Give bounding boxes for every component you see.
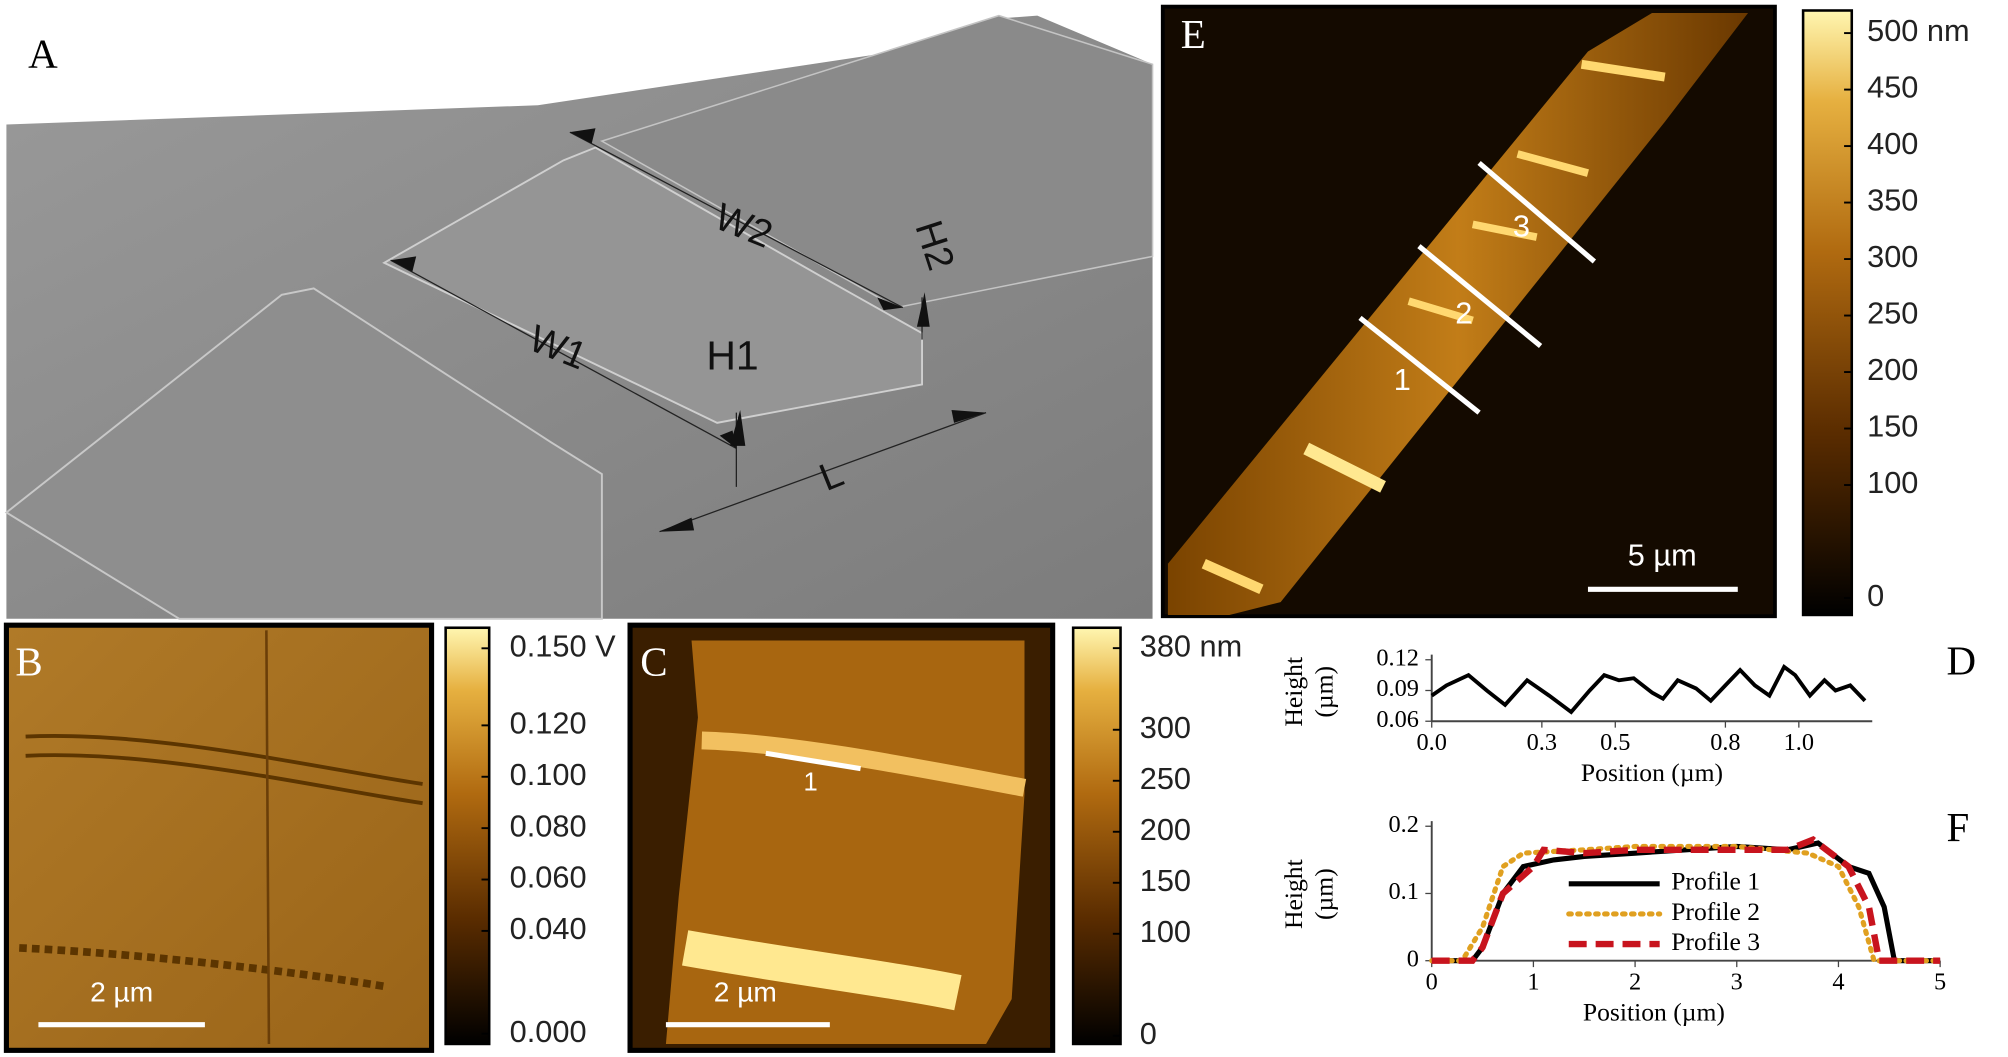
panel-label: E (1181, 11, 1206, 57)
y-tick-label: 0.1 (1388, 878, 1418, 905)
colorbar-label: 150 (1140, 863, 1191, 898)
x-tick-label: 0.5 (1600, 729, 1630, 756)
data-line (1431, 836, 1941, 964)
colorbar-label: 500 nm (1867, 13, 1969, 48)
legend-label: Profile 3 (1671, 927, 1760, 956)
y-tick-label: 0.2 (1388, 811, 1418, 838)
x-axis-label: Position (µm) (1581, 758, 1723, 787)
colorbar-label: 0 (1867, 578, 1884, 613)
panel-label: F (1947, 804, 1970, 850)
colorbar-label: 200 (1140, 812, 1191, 847)
scale-bar-label: 5 µm (1628, 537, 1697, 572)
colorbar (444, 626, 491, 1046)
colorbar-label: 0.060 (510, 860, 587, 895)
x-tick-label: 1 (1527, 968, 1539, 995)
colorbar-label: 0.080 (510, 808, 587, 843)
colorbar-label: 0.100 (510, 757, 587, 792)
profile-line (1358, 315, 1481, 415)
panel-label: D (1947, 637, 1977, 683)
colorbar-label: 400 (1867, 126, 1918, 161)
x-tick-label: 0.8 (1710, 729, 1740, 756)
colorbar (1071, 626, 1122, 1046)
colorbar-label: 250 (1867, 296, 1918, 331)
profile-line (765, 750, 861, 772)
panel-c: 1 2 µm C (627, 622, 1056, 1053)
legend-label: Profile 2 (1671, 897, 1760, 926)
colorbar-label: 0.000 (510, 1014, 587, 1049)
y-axis-label: (µm) (1310, 666, 1339, 718)
colorbar-label: 300 (1140, 710, 1191, 745)
stripe (25, 734, 423, 806)
colorbar-label: 100 (1140, 914, 1191, 949)
y-axis-label: (µm) (1310, 868, 1339, 920)
profile-label: 1 (804, 769, 818, 797)
x-tick-label: 3 (1731, 968, 1743, 995)
colorbar-label: 100 (1867, 465, 1918, 500)
colorbar-label: 380 nm (1140, 628, 1242, 663)
ridge (599, 14, 1154, 309)
x-tick-label: 4 (1832, 968, 1844, 995)
y-tick-label: 0.12 (1376, 644, 1419, 671)
y-tick-label: 0 (1407, 945, 1419, 972)
sarcomere-bands (1201, 59, 1666, 595)
x-tick-label: 1.0 (1784, 729, 1814, 756)
profile-line (1417, 244, 1543, 348)
colorbar-label: 250 (1140, 761, 1191, 796)
stripe (19, 944, 385, 991)
colorbar-label: 300 (1867, 239, 1918, 274)
band (682, 930, 962, 1011)
annotation: H1 (706, 333, 758, 379)
ridge (382, 146, 924, 424)
x-axis-label: Position (µm) (1583, 997, 1725, 1026)
colorbar-label: 200 (1867, 352, 1918, 387)
colorbar-label: 0.150 V (510, 628, 616, 663)
y-tick-label: 0.06 (1376, 706, 1419, 733)
y-tick-label: 0.09 (1376, 675, 1419, 702)
colorbar-label: 0 (1140, 1016, 1157, 1051)
colorbar-label: 450 (1867, 70, 1918, 105)
y-axis-label: Height (1279, 657, 1308, 727)
profile-label: 1 (1394, 362, 1411, 397)
profile-line (1477, 160, 1597, 264)
profile-label: 2 (1455, 295, 1472, 330)
scale-bar-label: 2 µm (90, 975, 153, 1007)
image (3, 622, 435, 1053)
x-tick-label: 0.3 (1527, 729, 1557, 756)
band (701, 731, 1027, 797)
profile-label: 3 (1513, 208, 1530, 243)
colorbar-label: 150 (1867, 409, 1918, 444)
x-tick-label: 2 (1629, 968, 1641, 995)
colorbar (1801, 9, 1854, 617)
panel-label: B (15, 639, 42, 685)
x-tick-label: 0.0 (1417, 729, 1447, 756)
colorbar-label: 0.120 (510, 705, 587, 740)
data-line (1430, 664, 1867, 715)
scale-bar-label: 2 µm (714, 975, 777, 1007)
legend-label: Profile 1 (1671, 867, 1760, 896)
ridge (4, 287, 603, 620)
x-tick-label: 0 (1426, 968, 1438, 995)
colorbar-label: 0.040 (510, 911, 587, 946)
stripe (265, 630, 271, 1044)
panel-e: 1 2 3 5 µm E (1160, 4, 1777, 619)
panel-b: 2 µm B (3, 622, 435, 1053)
arrowheads (390, 128, 987, 532)
y-axis-label: Height (1279, 859, 1308, 929)
data-line (1429, 843, 1943, 964)
panel-label: C (640, 639, 667, 685)
x-tick-label: 5 (1934, 968, 1946, 995)
colorbar-label: 350 (1867, 183, 1918, 218)
panel-a: A W1 W2 H1 H2 L (4, 14, 1154, 620)
panel-label: A (28, 30, 58, 76)
